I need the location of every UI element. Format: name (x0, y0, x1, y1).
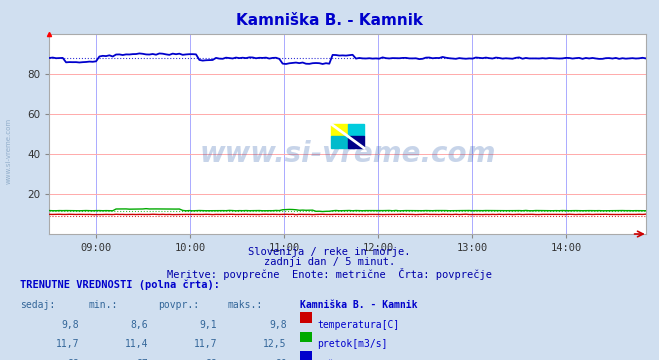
Text: 11,7: 11,7 (55, 339, 79, 350)
Text: maks.:: maks.: (227, 300, 262, 310)
Text: povpr.:: povpr.: (158, 300, 199, 310)
Bar (348, 124, 364, 136)
Text: 11,7: 11,7 (194, 339, 217, 350)
Text: www.si-vreme.com: www.si-vreme.com (200, 140, 496, 168)
Text: 12,5: 12,5 (263, 339, 287, 350)
Text: 87: 87 (136, 359, 148, 360)
Bar (331, 136, 348, 148)
Text: temperatura[C]: temperatura[C] (317, 320, 399, 330)
Text: 88: 88 (206, 359, 217, 360)
Bar (331, 124, 348, 136)
Text: 9,1: 9,1 (200, 320, 217, 330)
Text: Kamniška B. - Kamnik: Kamniška B. - Kamnik (236, 13, 423, 28)
Text: min.:: min.: (89, 300, 119, 310)
Text: 9,8: 9,8 (269, 320, 287, 330)
Text: zadnji dan / 5 minut.: zadnji dan / 5 minut. (264, 257, 395, 267)
Text: 88: 88 (67, 359, 79, 360)
Text: 8,6: 8,6 (130, 320, 148, 330)
Text: 90: 90 (275, 359, 287, 360)
Text: pretok[m3/s]: pretok[m3/s] (317, 339, 387, 350)
Text: www.si-vreme.com: www.si-vreme.com (5, 118, 12, 184)
Bar (348, 136, 364, 148)
Text: TRENUTNE VREDNOSTI (polna črta):: TRENUTNE VREDNOSTI (polna črta): (20, 279, 219, 289)
Text: 11,4: 11,4 (125, 339, 148, 350)
Text: Slovenija / reke in morje.: Slovenija / reke in morje. (248, 247, 411, 257)
Text: 9,8: 9,8 (61, 320, 79, 330)
Text: Meritve: povprečne  Enote: metrične  Črta: povprečje: Meritve: povprečne Enote: metrične Črta:… (167, 268, 492, 280)
Text: sedaj:: sedaj: (20, 300, 55, 310)
Text: višina[cm]: višina[cm] (317, 359, 376, 360)
Text: Kamniška B. - Kamnik: Kamniška B. - Kamnik (300, 300, 417, 310)
